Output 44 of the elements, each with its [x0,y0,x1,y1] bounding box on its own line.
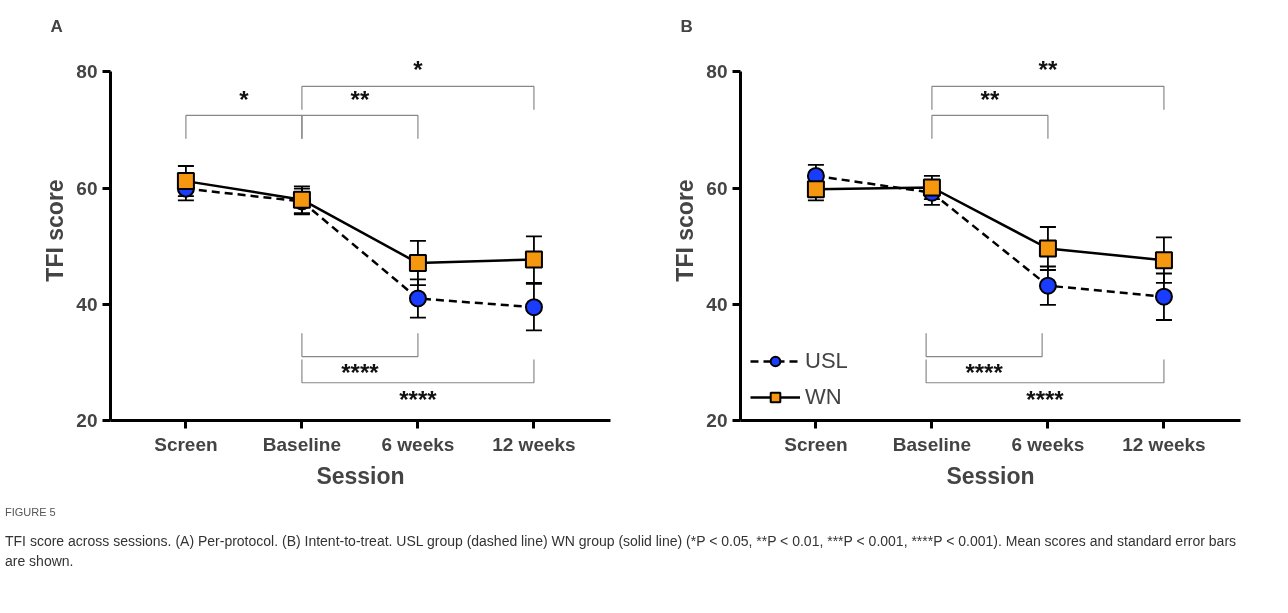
text: TFI score across sessions. (A) Per-protocol. (B) Intent-to-treat. USL group (dashed line) WN group (solid line) (*P < 0.05, **P < 0.01, ***P < 0.001, ****P < 0.001). Mean scores and standard error bars are shown. [5,531,1238,571]
legend-label: WN [805,384,842,410]
annotation: **** [965,359,1004,387]
x-tick-label: Baseline [892,433,971,455]
annotation: **** [1026,385,1065,413]
x-tick-label: 12 weeks [492,433,576,455]
y-tick-label: 80 [76,61,98,83]
legend-label: USL [805,348,848,374]
caption: FIGURE 5 [5,505,56,520]
x-tick-label: Screen [154,433,218,455]
annotation: **** [399,385,438,413]
annotation: ** [350,85,370,113]
x-tick-label: 12 weeks [1122,433,1206,455]
y-tick-label: 20 [76,410,98,431]
y-tick-label: 20 [706,410,728,431]
annotation: * [413,56,424,84]
y-tick-label: 60 [706,177,728,199]
y-tick-label: 40 [76,293,98,315]
x-tick-label: 6 weeks [1011,433,1085,455]
chart-title: B [680,16,693,36]
x-axis-title: Session [946,462,1035,489]
chart-title: A [50,16,63,36]
point [1038,276,1057,295]
y-tick-label: 60 [76,177,98,199]
x-tick-label: Baseline [262,433,341,455]
x-axis-title: Session [316,462,405,489]
y-tick-label: 40 [706,293,728,315]
point [1154,251,1173,270]
point [524,298,543,317]
point [408,289,427,308]
point [1154,287,1173,306]
point [1038,239,1057,258]
x-tick-label: 6 weeks [381,433,455,455]
y-axis-title: TFI score [42,179,69,282]
y-axis-title: TFI score [672,179,699,282]
annotation: **** [341,359,380,387]
y-tick-label: 80 [706,61,728,83]
point [408,254,427,273]
point [922,178,941,197]
x-tick-label: Screen [784,433,848,455]
point [524,250,543,269]
annotation: * [239,85,250,113]
annotation: ** [980,85,1000,113]
annotation: ** [1038,56,1058,84]
